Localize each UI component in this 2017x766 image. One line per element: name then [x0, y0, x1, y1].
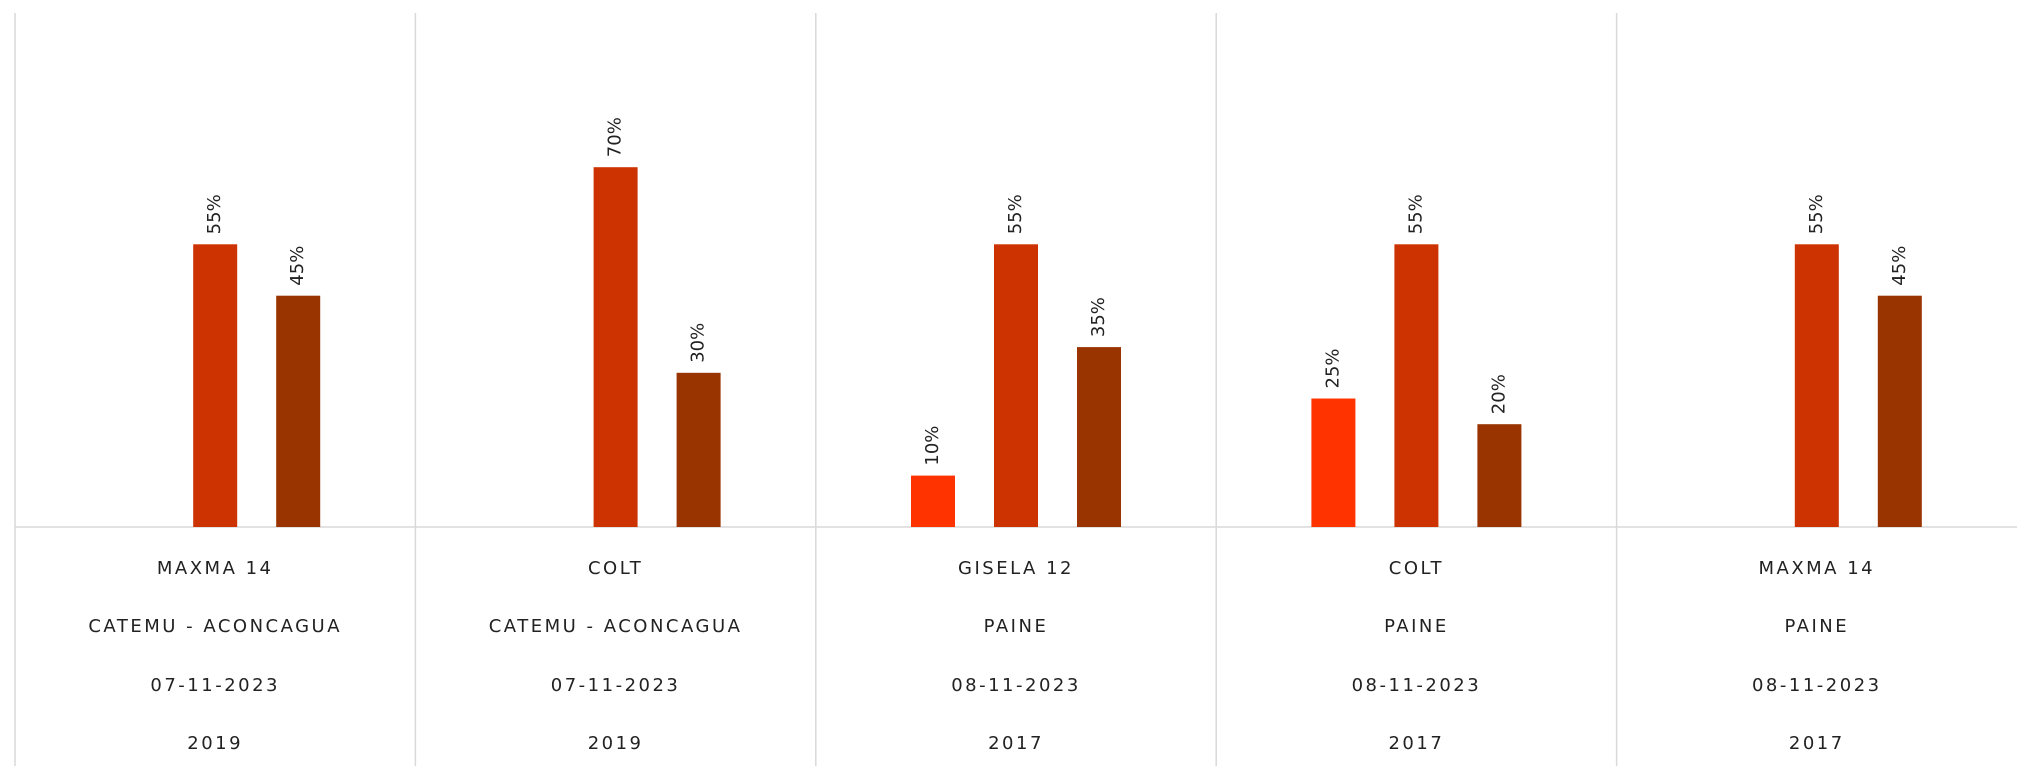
bar: [276, 295, 321, 527]
category-label: PAINE: [984, 616, 1049, 637]
data-label: 45%: [287, 246, 308, 286]
category-label: 2019: [588, 733, 644, 754]
bar: [1794, 244, 1839, 528]
bar: [1311, 398, 1356, 527]
category-label: 2017: [1789, 733, 1845, 754]
bar: [1477, 424, 1522, 527]
category-label: 2017: [1388, 733, 1444, 754]
data-label: 55%: [1005, 194, 1026, 234]
category-label: 2019: [187, 733, 243, 754]
data-label: 25%: [1322, 348, 1343, 388]
category-label: GISELA 12: [958, 558, 1074, 579]
bar: [1077, 347, 1121, 527]
data-label: 20%: [1488, 374, 1509, 414]
category-label: 08-11-2023: [1752, 675, 1882, 696]
category-label: 07-11-2023: [150, 675, 280, 696]
category-label: 2017: [988, 733, 1044, 754]
category-label: MAXMA 14: [1758, 558, 1875, 579]
category-label: 08-11-2023: [1352, 675, 1482, 696]
category-label: CATEMU - ACONCAGUA: [489, 616, 743, 637]
category-label: PAINE: [1784, 616, 1849, 637]
bar: [994, 244, 1038, 528]
data-label: 45%: [1889, 246, 1910, 286]
category-label: MAXMA 14: [157, 558, 274, 579]
data-label: 55%: [1405, 194, 1426, 234]
category-label: COLT: [1389, 558, 1444, 579]
bar: [1394, 244, 1439, 528]
bar: [1877, 295, 1922, 527]
bar: [911, 475, 955, 527]
data-label: 70%: [605, 117, 626, 157]
data-label: 35%: [1088, 297, 1109, 337]
bar: [593, 167, 638, 527]
data-label: 55%: [1806, 194, 1827, 234]
category-label: 08-11-2023: [951, 675, 1081, 696]
bar: [676, 372, 721, 527]
category-label: COLT: [588, 558, 643, 579]
data-label: 30%: [688, 323, 709, 363]
category-label: 07-11-2023: [551, 675, 681, 696]
data-label: 55%: [204, 194, 225, 234]
data-label: 10%: [922, 426, 943, 466]
category-label: PAINE: [1384, 616, 1449, 637]
category-label: CATEMU - ACONCAGUA: [88, 616, 342, 637]
bar: [193, 244, 238, 528]
